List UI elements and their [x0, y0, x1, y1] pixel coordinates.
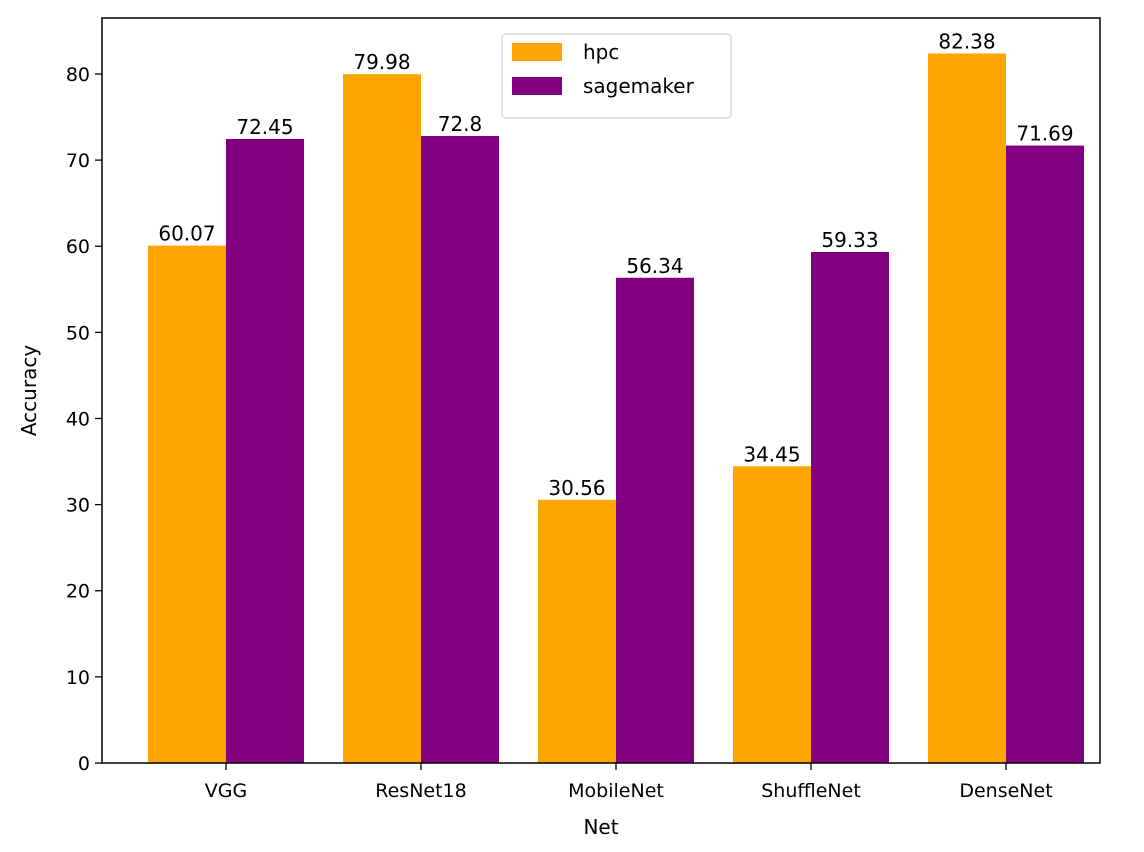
bar-mobilenet-sagemaker	[616, 277, 694, 763]
y-tick-label-30: 30	[66, 495, 90, 517]
bar-label-densenet-hpc: 82.38	[938, 29, 995, 53]
bar-value-labels: 60.07 72.45 79.98 72.8 30.56 56.34 34.45 59.33 8…	[158, 29, 1073, 499]
bar-densenet-sagemaker	[1006, 145, 1084, 764]
bar-vgg-sagemaker	[226, 139, 304, 763]
x-tick-label-densenet: DenseNet	[959, 780, 1052, 802]
legend-label-hpc: hpc	[583, 40, 619, 64]
x-axis-title: Net	[583, 815, 618, 839]
plot-frame	[101, 17, 1101, 764]
bar-label-densenet-sagemaker: 71.69	[1016, 122, 1073, 146]
bar-label-vgg-hpc: 60.07	[158, 222, 215, 246]
bar-label-mobilenet-sagemaker: 56.34	[626, 254, 683, 278]
y-axis-ticks: 0 10 20 30 40 50 60 70 80	[66, 64, 102, 775]
legend-label-sagemaker: sagemaker	[583, 74, 695, 98]
bar-label-resnet18-hpc: 79.98	[353, 50, 410, 74]
bar-vgg-hpc	[148, 245, 226, 764]
bar-resnet18-hpc	[343, 74, 421, 764]
legend: hpc sagemaker	[501, 33, 732, 119]
x-tick-label-resnet18: ResNet18	[375, 780, 466, 802]
bar-mobilenet-hpc	[538, 499, 616, 763]
bar-resnet18-sagemaker	[421, 135, 499, 764]
bars	[148, 53, 1084, 764]
y-tick-label-80: 80	[66, 64, 90, 86]
x-axis-ticks: VGG ResNet18 MobileNet ShuffleNet DenseNet	[205, 763, 1053, 802]
y-tick-label-50: 50	[66, 322, 90, 344]
bar-label-shufflenet-sagemaker: 59.33	[821, 228, 878, 252]
bar-label-vgg-sagemaker: 72.45	[236, 115, 293, 139]
x-tick-label-mobilenet: MobileNet	[568, 780, 664, 802]
legend-swatch-sagemaker	[512, 77, 562, 95]
bar-label-shufflenet-hpc: 34.45	[743, 442, 800, 466]
y-axis-title: Accuracy	[17, 345, 41, 436]
y-tick-label-40: 40	[66, 408, 90, 430]
y-tick-label-60: 60	[66, 236, 90, 258]
legend-swatch-hpc	[512, 43, 562, 61]
bar-shufflenet-sagemaker	[811, 252, 889, 763]
bar-label-resnet18-sagemaker: 72.8	[438, 112, 483, 136]
y-tick-label-20: 20	[66, 581, 90, 603]
bar-shufflenet-hpc	[733, 466, 811, 763]
bar-densenet-hpc	[928, 53, 1006, 764]
legend-items: hpc sagemaker	[512, 40, 695, 98]
x-tick-label-shufflenet: ShuffleNet	[761, 780, 861, 802]
y-tick-label-70: 70	[66, 150, 90, 172]
x-tick-label-vgg: VGG	[205, 780, 247, 802]
y-tick-label-10: 10	[66, 667, 90, 689]
y-tick-label-0: 0	[78, 753, 90, 775]
bar-label-mobilenet-hpc: 30.56	[548, 476, 605, 500]
